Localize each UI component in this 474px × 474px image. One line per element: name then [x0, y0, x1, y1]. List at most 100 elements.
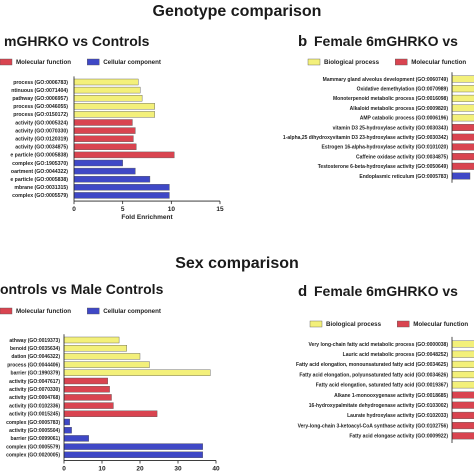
category-label: Monoterpenoid metabolic process (GO:0016… — [333, 96, 448, 102]
category-label: barrier (GO:0099061) — [11, 436, 61, 442]
bar-cell — [73, 167, 136, 175]
category-label: e particle (GO:0005838) — [10, 153, 68, 159]
category-label: activity (GO:0120319) — [15, 137, 68, 143]
category-label: process (GO:0046055) — [13, 104, 68, 110]
x-tick-label: 0 — [72, 206, 76, 213]
category-label: Endoplasmic reticulum (GO:0005783) — [359, 174, 448, 180]
category-label: complex (GO:0005783) — [6, 420, 60, 426]
bar-mol — [452, 422, 474, 430]
category-label: activity (GO:0004768) — [9, 395, 60, 401]
bar-mol — [63, 410, 158, 417]
x-tick-label: 10 — [168, 206, 176, 213]
legend-label: Molecular function — [411, 59, 466, 66]
category-label: oartment (GO:0044322) — [11, 169, 68, 175]
bar-mol — [452, 123, 474, 131]
bar-bio — [452, 114, 474, 122]
category-label: 16-hydroxypalmitate dehydrogenase activi… — [309, 403, 449, 409]
bar-mol — [73, 127, 136, 134]
category-label: complex (GO:1905370) — [12, 161, 68, 167]
legend-label: Cellular component — [103, 59, 161, 66]
category-label: Fatty acid elongase activity (GO:0009922… — [349, 434, 448, 440]
bar-mol — [73, 143, 137, 151]
category-label: athway (GO:0019373) — [9, 338, 60, 344]
x-tick-label: 30 — [174, 466, 182, 473]
bar-cell — [73, 192, 170, 199]
panel-genotype-controls: mGHRKO vs Controls Molecular function Cell… — [0, 33, 224, 221]
legend-swatch-mol — [0, 58, 13, 66]
bar-mol — [452, 143, 474, 151]
bar-bio — [63, 345, 127, 352]
bar-bio — [452, 360, 474, 368]
bar-cell — [73, 159, 123, 167]
category-label: activity (GO:0034875) — [15, 145, 68, 151]
bar-group — [452, 340, 474, 440]
category-label: Oxidative demethylation (GO:0070989) — [357, 87, 449, 93]
category-label: Testosterone 6-beta-hydroxylase activity… — [318, 164, 449, 170]
bar-cell — [73, 184, 170, 191]
bar-bio — [73, 86, 141, 94]
category-label: Estrogen 16-alpha-hydroxylase activity (… — [322, 145, 449, 151]
category-label: Caffeine oxidase activity (GO:0034875) — [356, 154, 448, 160]
category-label: e particle (GO:0005838) — [10, 177, 68, 183]
legend-swatch-cell — [86, 307, 100, 315]
bar-bio — [73, 78, 139, 86]
bar-bio — [452, 85, 474, 93]
legend-swatch-bio — [307, 58, 321, 66]
bar-bio — [63, 336, 120, 344]
x-axis-title: Fold Enrichment — [121, 214, 173, 221]
bar-bio — [73, 94, 143, 102]
bar-mol — [63, 402, 114, 409]
category-label: Lauric acid metabolic process (GO:004825… — [343, 352, 449, 358]
legend-swatch-mol — [0, 307, 13, 315]
bar-cell — [63, 435, 89, 442]
category-label: activity (GO:0102336) — [9, 403, 60, 409]
bar-mol — [452, 432, 474, 440]
bar-mol — [63, 394, 112, 401]
category-label: Fatty acid elongation, monounsaturated f… — [296, 362, 448, 368]
panel-d-female-sex: d Female 6mGHRKO vs Biological process Mole… — [296, 283, 474, 443]
bar-mol — [452, 133, 474, 141]
panel-title: ontrols vs Male Controls — [0, 281, 164, 297]
x-tick-label: 5 — [121, 206, 125, 213]
panel-letter: d — [298, 283, 307, 300]
bar-cell — [73, 175, 151, 183]
panel-b-female-genotype: b Female 6mGHRKO vs Biological process Mole… — [283, 33, 474, 183]
bar-bio — [452, 94, 474, 102]
bar-bio — [73, 103, 155, 110]
legend-swatch-cell — [86, 58, 100, 66]
category-label: 1-alpha,25 dihydroxyvitamin D3 23-hydrox… — [283, 135, 448, 141]
bar-mol — [63, 386, 110, 393]
category-label: pathway (GO:0006957) — [12, 96, 68, 102]
bar-bio — [73, 111, 155, 118]
category-label: complex (GO:0005579) — [6, 444, 60, 450]
category-label: activity (GO:0005504) — [9, 428, 60, 434]
legend-swatch-bio — [309, 320, 323, 328]
bar-bio — [452, 104, 474, 112]
category-label: vitamin D3 25-hydroxylase activity (GO:0… — [333, 125, 449, 131]
category-label: AMP catabolic process (GO:0006196) — [360, 116, 449, 122]
category-label: activity (GO:0070330) — [9, 387, 60, 393]
legend-swatch-mol — [397, 320, 410, 328]
panel-sex-controls: ontrols vs Male Controls Molecular functi… — [0, 281, 220, 474]
legend-label: Molecular function — [16, 308, 71, 315]
category-label: Very-long-chain 3-ketoacyl-CoA synthase … — [298, 423, 449, 429]
panel-title: Female 6mGHRKO vs — [314, 283, 458, 299]
bar-mol — [73, 135, 134, 142]
bar-group — [452, 75, 474, 180]
bar-mol — [452, 153, 474, 161]
bar-bio — [452, 350, 474, 358]
section-title-genotype: Genotype comparison — [153, 3, 322, 20]
legend-label: Cellular component — [103, 308, 161, 315]
category-label: mbrane (GO:0031315) — [14, 185, 68, 191]
legend-label: Molecular function — [413, 321, 468, 328]
category-label: Alkaloid metabolic process (GO:0009820) — [350, 106, 449, 112]
bar-mol — [452, 391, 474, 399]
panel-letter: b — [298, 33, 307, 50]
x-tick-label: 20 — [136, 466, 144, 473]
bar-mol — [452, 401, 474, 409]
bar-mol — [73, 151, 175, 159]
category-label: ntinuous (GO:0071404) — [11, 88, 68, 94]
category-label: process (GO:0150172) — [13, 112, 68, 118]
category-label: activity (GO:0005324) — [15, 120, 68, 126]
